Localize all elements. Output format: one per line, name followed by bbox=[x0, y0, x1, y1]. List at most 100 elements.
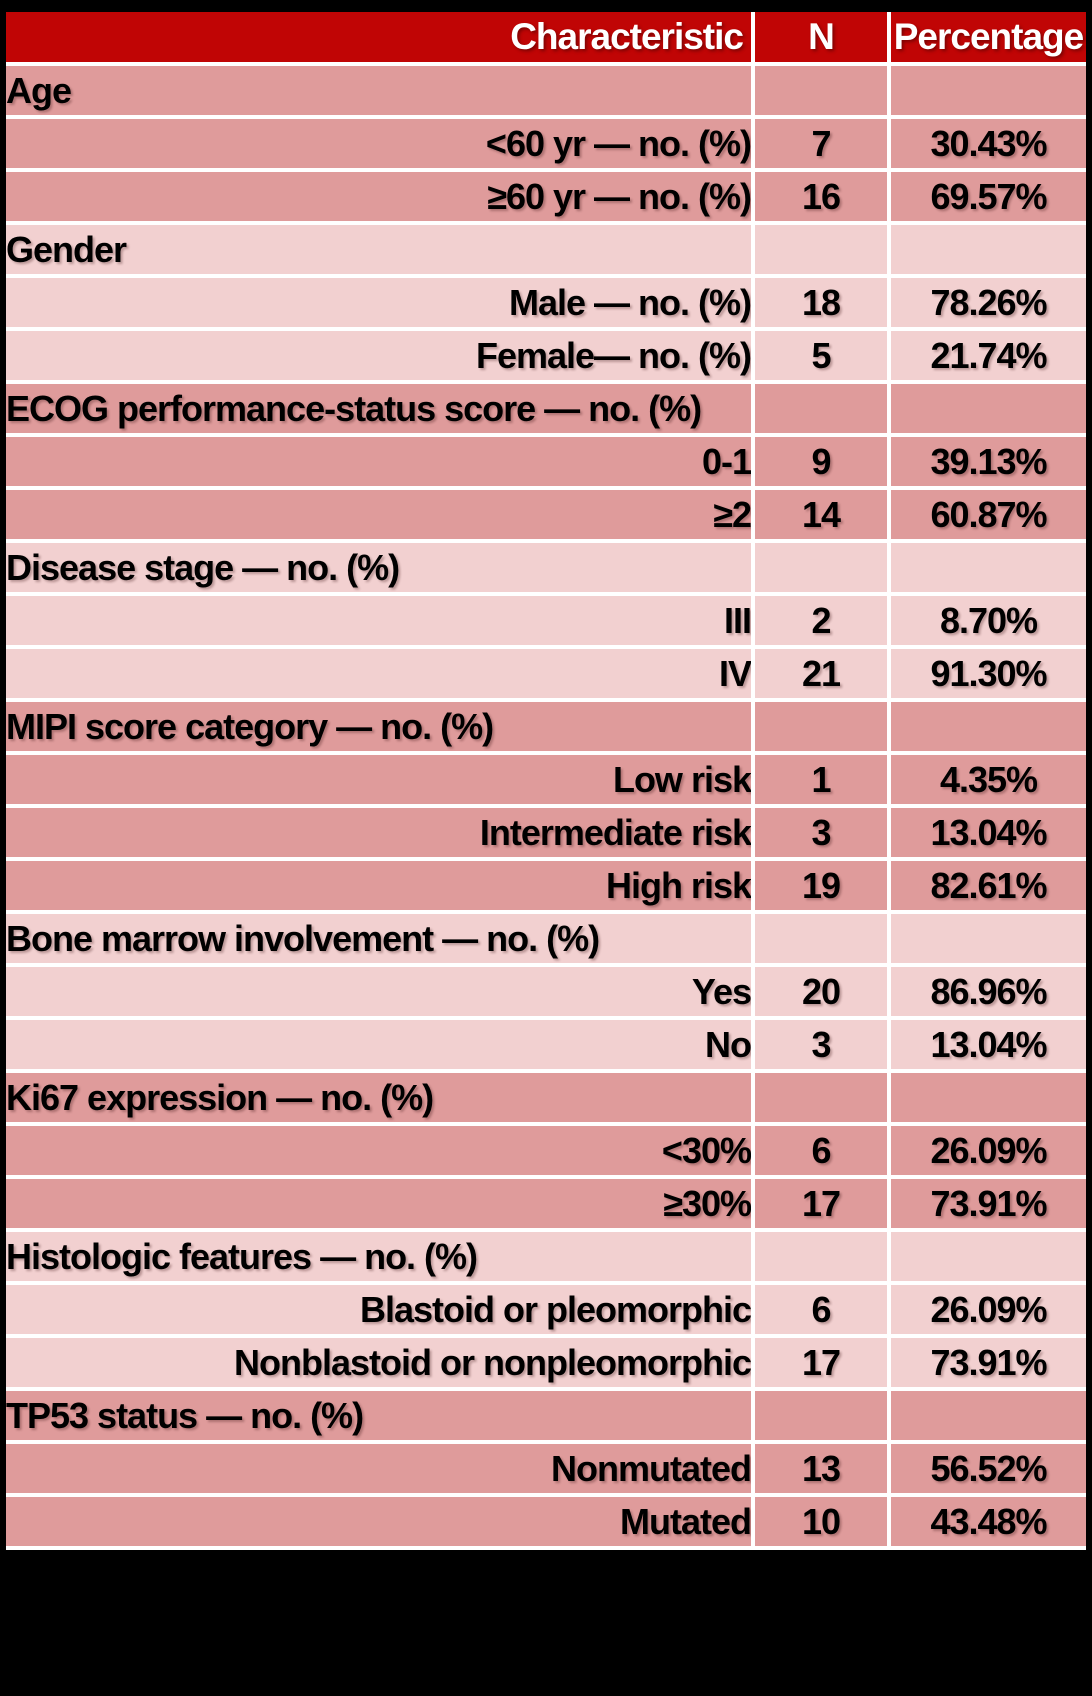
section-header-label: ECOG performance-status score — no. (%) bbox=[6, 380, 755, 437]
slide-background: Characteristic N Percentage Age <60 yr —… bbox=[6, 12, 1086, 1550]
table-row: Nonblastoid or nonpleomorphic 17 73.91% bbox=[6, 1334, 1086, 1391]
empty-cell bbox=[751, 1387, 891, 1444]
column-header-percentage: Percentage bbox=[887, 12, 1086, 66]
empty-cell bbox=[887, 221, 1086, 278]
section-header-label: Disease stage — no. (%) bbox=[6, 539, 755, 596]
section-header-row-ki67: Ki67 expression — no. (%) bbox=[6, 1069, 1086, 1126]
row-n-value: 18 bbox=[751, 274, 891, 331]
section-header-row-histologic: Histologic features — no. (%) bbox=[6, 1228, 1086, 1285]
empty-cell bbox=[887, 698, 1086, 755]
column-header-characteristic: Characteristic bbox=[6, 12, 755, 66]
table-row: 0-1 9 39.13% bbox=[6, 433, 1086, 490]
empty-cell bbox=[751, 698, 891, 755]
table-row: Nonmutated 13 56.52% bbox=[6, 1440, 1086, 1497]
row-n-value: 5 bbox=[751, 327, 891, 384]
row-n-value: 1 bbox=[751, 751, 891, 808]
table-header-row: Characteristic N Percentage bbox=[6, 12, 1086, 66]
table-row: Yes 20 86.96% bbox=[6, 963, 1086, 1020]
section-header-row-ecog: ECOG performance-status score — no. (%) bbox=[6, 380, 1086, 437]
table-row: IV 21 91.30% bbox=[6, 645, 1086, 702]
row-percentage-value: 30.43% bbox=[887, 115, 1086, 172]
empty-cell bbox=[887, 380, 1086, 437]
table-row: ≥30% 17 73.91% bbox=[6, 1175, 1086, 1232]
table-row: Blastoid or pleomorphic 6 26.09% bbox=[6, 1281, 1086, 1338]
empty-cell bbox=[887, 1228, 1086, 1285]
row-percentage-value: 26.09% bbox=[887, 1122, 1086, 1179]
row-label: Blastoid or pleomorphic bbox=[6, 1281, 755, 1338]
row-label: ≥60 yr — no. (%) bbox=[6, 168, 755, 225]
section-header-row-tp53: TP53 status — no. (%) bbox=[6, 1387, 1086, 1444]
table-row: Mutated 10 43.48% bbox=[6, 1493, 1086, 1550]
row-percentage-value: 86.96% bbox=[887, 963, 1086, 1020]
row-percentage-value: 73.91% bbox=[887, 1175, 1086, 1232]
row-label: Nonblastoid or nonpleomorphic bbox=[6, 1334, 755, 1391]
row-n-value: 17 bbox=[751, 1334, 891, 1391]
row-label: <30% bbox=[6, 1122, 755, 1179]
row-percentage-value: 26.09% bbox=[887, 1281, 1086, 1338]
row-percentage-value: 82.61% bbox=[887, 857, 1086, 914]
row-percentage-value: 69.57% bbox=[887, 168, 1086, 225]
row-label: <60 yr — no. (%) bbox=[6, 115, 755, 172]
empty-cell bbox=[887, 910, 1086, 967]
row-n-value: 3 bbox=[751, 1016, 891, 1073]
row-label: Low risk bbox=[6, 751, 755, 808]
row-label: Mutated bbox=[6, 1493, 755, 1550]
row-percentage-value: 60.87% bbox=[887, 486, 1086, 543]
empty-cell bbox=[887, 62, 1086, 119]
row-label: 0-1 bbox=[6, 433, 755, 490]
section-header-row-age: Age bbox=[6, 62, 1086, 119]
empty-cell bbox=[887, 539, 1086, 596]
row-label: Yes bbox=[6, 963, 755, 1020]
row-label: IV bbox=[6, 645, 755, 702]
row-percentage-value: 73.91% bbox=[887, 1334, 1086, 1391]
section-header-label: MIPI score category — no. (%) bbox=[6, 698, 755, 755]
row-n-value: 19 bbox=[751, 857, 891, 914]
row-n-value: 3 bbox=[751, 804, 891, 861]
row-n-value: 13 bbox=[751, 1440, 891, 1497]
section-header-label: TP53 status — no. (%) bbox=[6, 1387, 755, 1444]
row-percentage-value: 56.52% bbox=[887, 1440, 1086, 1497]
empty-cell bbox=[751, 221, 891, 278]
section-header-label: Bone marrow involvement — no. (%) bbox=[6, 910, 755, 967]
table-row: Male — no. (%) 18 78.26% bbox=[6, 274, 1086, 331]
table-row: Female— no. (%) 5 21.74% bbox=[6, 327, 1086, 384]
row-percentage-value: 8.70% bbox=[887, 592, 1086, 649]
empty-cell bbox=[887, 1387, 1086, 1444]
row-percentage-value: 4.35% bbox=[887, 751, 1086, 808]
row-n-value: 21 bbox=[751, 645, 891, 702]
row-label: ≥30% bbox=[6, 1175, 755, 1232]
row-n-value: 7 bbox=[751, 115, 891, 172]
column-header-n: N bbox=[751, 12, 891, 66]
section-header-label: Histologic features — no. (%) bbox=[6, 1228, 755, 1285]
empty-cell bbox=[751, 1228, 891, 1285]
row-label: ≥2 bbox=[6, 486, 755, 543]
row-n-value: 6 bbox=[751, 1122, 891, 1179]
row-n-value: 20 bbox=[751, 963, 891, 1020]
row-label: Male — no. (%) bbox=[6, 274, 755, 331]
row-n-value: 6 bbox=[751, 1281, 891, 1338]
row-n-value: 10 bbox=[751, 1493, 891, 1550]
row-n-value: 16 bbox=[751, 168, 891, 225]
row-percentage-value: 39.13% bbox=[887, 433, 1086, 490]
empty-cell bbox=[887, 1069, 1086, 1126]
section-header-label: Age bbox=[6, 62, 755, 119]
row-label: No bbox=[6, 1016, 755, 1073]
row-n-value: 9 bbox=[751, 433, 891, 490]
row-label: Nonmutated bbox=[6, 1440, 755, 1497]
table-row: ≥60 yr — no. (%) 16 69.57% bbox=[6, 168, 1086, 225]
empty-cell bbox=[751, 1069, 891, 1126]
section-header-row-disease-stage: Disease stage — no. (%) bbox=[6, 539, 1086, 596]
section-header-row-gender: Gender bbox=[6, 221, 1086, 278]
table-row: <60 yr — no. (%) 7 30.43% bbox=[6, 115, 1086, 172]
section-header-label: Gender bbox=[6, 221, 755, 278]
row-percentage-value: 21.74% bbox=[887, 327, 1086, 384]
table-row: III 2 8.70% bbox=[6, 592, 1086, 649]
row-n-value: 17 bbox=[751, 1175, 891, 1232]
row-n-value: 2 bbox=[751, 592, 891, 649]
table-row: High risk 19 82.61% bbox=[6, 857, 1086, 914]
row-percentage-value: 91.30% bbox=[887, 645, 1086, 702]
row-percentage-value: 13.04% bbox=[887, 1016, 1086, 1073]
section-header-row-mipi: MIPI score category — no. (%) bbox=[6, 698, 1086, 755]
empty-cell bbox=[751, 62, 891, 119]
section-header-label: Ki67 expression — no. (%) bbox=[6, 1069, 755, 1126]
